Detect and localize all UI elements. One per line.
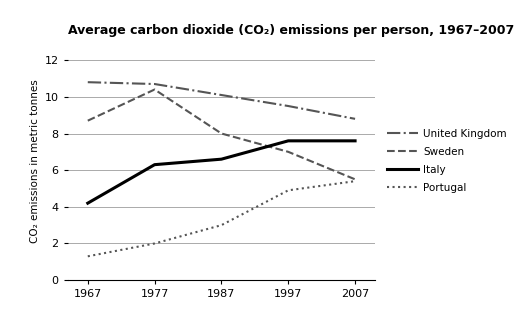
Portugal	[285, 188, 291, 192]
Italy	[84, 201, 91, 205]
Sweden	[152, 88, 158, 91]
Portugal	[152, 242, 158, 245]
Italy	[218, 157, 225, 161]
Legend: United Kingdom, Sweden, Italy, Portugal: United Kingdom, Sweden, Italy, Portugal	[383, 126, 510, 196]
Portugal	[352, 179, 358, 183]
United Kingdom	[352, 117, 358, 121]
United Kingdom	[218, 93, 225, 97]
Italy	[352, 139, 358, 143]
Italy	[285, 139, 291, 143]
Sweden	[285, 150, 291, 154]
Italy	[152, 163, 158, 166]
Y-axis label: CO₂ emissions in metric tonnes: CO₂ emissions in metric tonnes	[30, 79, 41, 243]
Portugal	[84, 254, 91, 258]
United Kingdom	[152, 82, 158, 86]
United Kingdom	[84, 80, 91, 84]
Line: Sweden: Sweden	[88, 90, 355, 179]
Text: Average carbon dioxide (CO₂) emissions per person, 1967–2007: Average carbon dioxide (CO₂) emissions p…	[68, 24, 514, 36]
Line: Portugal: Portugal	[88, 181, 355, 256]
Sweden	[352, 177, 358, 181]
Sweden	[84, 119, 91, 123]
United Kingdom	[285, 104, 291, 108]
Portugal	[218, 223, 225, 227]
Line: United Kingdom: United Kingdom	[88, 82, 355, 119]
Sweden	[218, 132, 225, 136]
Line: Italy: Italy	[88, 141, 355, 203]
